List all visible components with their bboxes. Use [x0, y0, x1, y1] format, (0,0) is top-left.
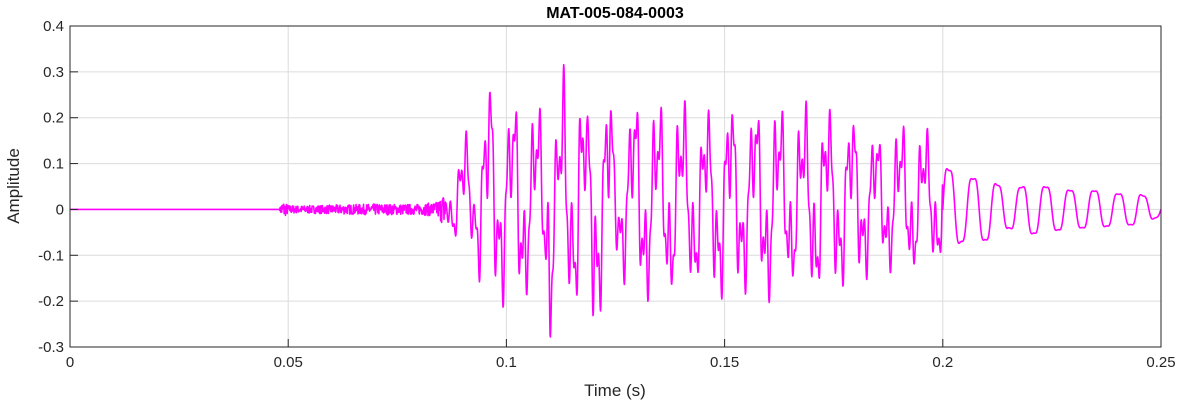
x-tick-label: 0 — [66, 354, 74, 371]
plot-frame — [69, 25, 1162, 348]
x-tick-label: 0.15 — [710, 354, 739, 371]
x-tick-label: 0.25 — [1146, 354, 1175, 371]
y-axis-label: Amplitude — [4, 148, 23, 224]
x-tick-label: 0.2 — [932, 354, 953, 371]
y-tick-label: 0.1 — [43, 156, 64, 173]
y-tick-label: -0.3 — [38, 339, 64, 356]
y-tick-label: 0 — [56, 201, 64, 218]
y-tick-label: -0.2 — [38, 293, 64, 310]
series-signal-line — [70, 63, 1161, 338]
chart-title: MAT-005-084-0003 — [546, 5, 684, 22]
y-tick-label: -0.1 — [38, 247, 64, 264]
y-tick-label: 0.2 — [43, 110, 64, 127]
y-tick-label: 0.3 — [43, 64, 64, 81]
x-axis: 0 0.05 0.1 0.15 0.2 0.25 — [66, 339, 1176, 371]
x-axis-label: Time (s) — [584, 381, 646, 400]
x-tick-label: 0.05 — [274, 354, 303, 371]
y-tick-label: 0.4 — [43, 18, 64, 35]
x-tick-label: 0.1 — [496, 354, 517, 371]
y-axis: -0.3 -0.2 -0.1 0 0.1 0.2 0.3 0.4 — [38, 18, 78, 356]
